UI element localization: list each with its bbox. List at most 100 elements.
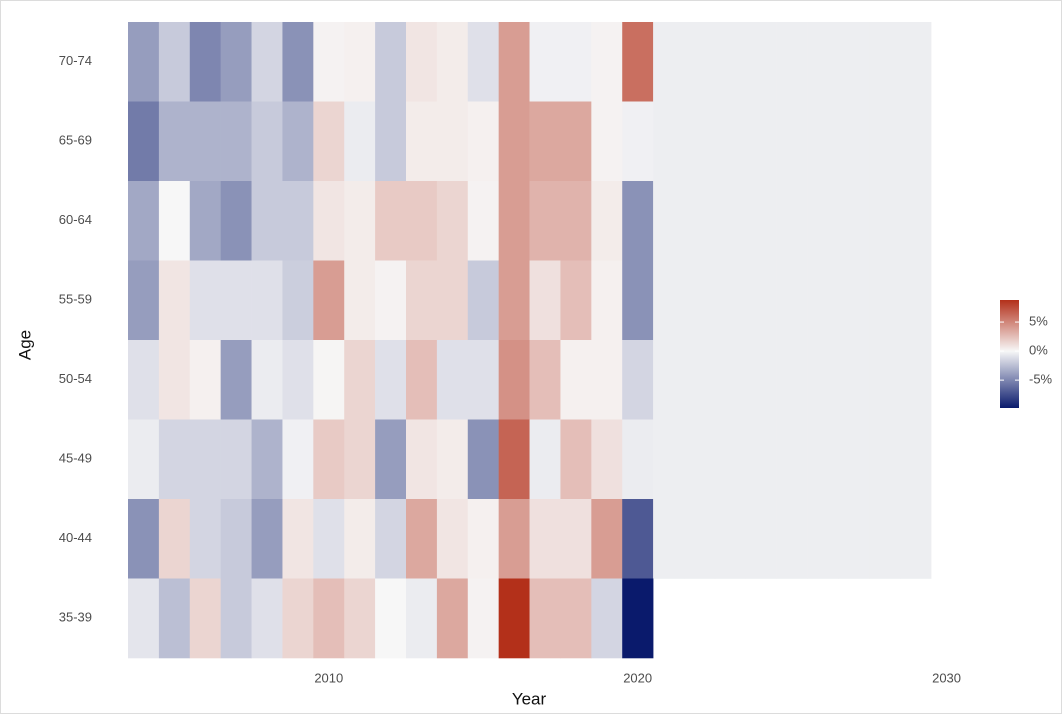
heat-cell [251, 578, 283, 659]
heat-cell [591, 260, 623, 341]
heat-cell [807, 419, 839, 500]
heat-cell [375, 419, 407, 500]
heat-cell [838, 181, 870, 261]
heat-cell [406, 101, 438, 182]
heat-cell [684, 499, 716, 579]
heat-cell [467, 419, 499, 500]
heat-cell [128, 101, 160, 182]
heat-cell [282, 260, 314, 341]
heat-cell [375, 22, 407, 102]
heat-cell [869, 340, 901, 420]
heat-cell [406, 578, 438, 659]
heat-cell [838, 22, 870, 102]
heat-cell [344, 22, 376, 102]
heat-cell [375, 260, 407, 341]
heat-cell [189, 22, 221, 102]
heat-cell [344, 419, 376, 500]
heat-cell [498, 499, 530, 579]
heat-cell [158, 499, 191, 579]
heat-cell [838, 499, 870, 579]
heat-cell [344, 340, 376, 420]
heat-cell [220, 499, 252, 579]
heat-cell [406, 260, 438, 341]
heat-cell [838, 419, 870, 500]
heat-cell [622, 181, 654, 261]
heat-cell [251, 340, 283, 420]
heat-cell [313, 499, 345, 579]
heat-cell [714, 260, 747, 341]
heat-cell [714, 499, 747, 579]
heat-cell [467, 499, 499, 579]
heat-cell [189, 340, 221, 420]
heat-cell [128, 340, 160, 420]
heat-cell [776, 419, 808, 500]
heat-cell [498, 260, 530, 341]
heat-cell [869, 260, 901, 341]
heat-cell [375, 499, 407, 579]
heat-cell [776, 22, 808, 102]
heat-cell [900, 181, 932, 261]
heat-cell [684, 181, 716, 261]
heat-cell [313, 22, 345, 102]
heat-cell [560, 578, 592, 659]
heat-cell [560, 22, 592, 102]
heat-cell [128, 419, 160, 500]
heat-cell [591, 101, 623, 182]
heat-cell [128, 22, 160, 102]
heat-cell [529, 260, 561, 341]
heat-cell [529, 578, 561, 659]
heat-cell [745, 22, 777, 102]
heat-cell [344, 181, 376, 261]
heat-cell [684, 22, 716, 102]
heat-cell [406, 181, 438, 261]
heat-cell [158, 419, 191, 500]
heat-cell [591, 419, 623, 500]
heat-cell [436, 22, 469, 102]
heat-cell [436, 181, 469, 261]
heat-cell [220, 22, 252, 102]
heat-cell [498, 101, 530, 182]
heat-cell [128, 578, 160, 659]
heat-cell [313, 101, 345, 182]
heat-cell [158, 340, 191, 420]
heat-cell [158, 578, 191, 659]
heat-cell [158, 101, 191, 182]
heat-cell [560, 419, 592, 500]
heat-cell [807, 499, 839, 579]
heat-cell [467, 340, 499, 420]
heat-cell [313, 181, 345, 261]
colorbar-label: -5% [1029, 372, 1053, 387]
heat-cell [591, 22, 623, 102]
heat-cell [653, 499, 685, 579]
heat-cell [529, 499, 561, 579]
heat-cell [344, 578, 376, 659]
heat-cell [282, 340, 314, 420]
heat-cell [128, 260, 160, 341]
heat-cell [622, 340, 654, 420]
heat-cell [282, 419, 314, 500]
heat-cell [653, 181, 685, 261]
heat-cell [282, 181, 314, 261]
heat-cell [189, 419, 221, 500]
heat-cell [529, 181, 561, 261]
heat-cell [375, 101, 407, 182]
heat-cell [498, 340, 530, 420]
heat-cell [560, 181, 592, 261]
heat-cell [560, 101, 592, 182]
heat-cell [467, 260, 499, 341]
heat-cell [529, 419, 561, 500]
heat-cell [220, 419, 252, 500]
heat-cell [406, 419, 438, 500]
heat-cell [560, 499, 592, 579]
heat-cell [684, 419, 716, 500]
heat-cell [220, 578, 252, 659]
heat-cell [282, 499, 314, 579]
heat-cell [436, 499, 469, 579]
colorbar-label: 0% [1029, 343, 1048, 358]
heat-cell [807, 260, 839, 341]
heat-cell [158, 181, 191, 261]
heat-cell [406, 499, 438, 579]
heat-cell [591, 499, 623, 579]
heat-cell [251, 499, 283, 579]
